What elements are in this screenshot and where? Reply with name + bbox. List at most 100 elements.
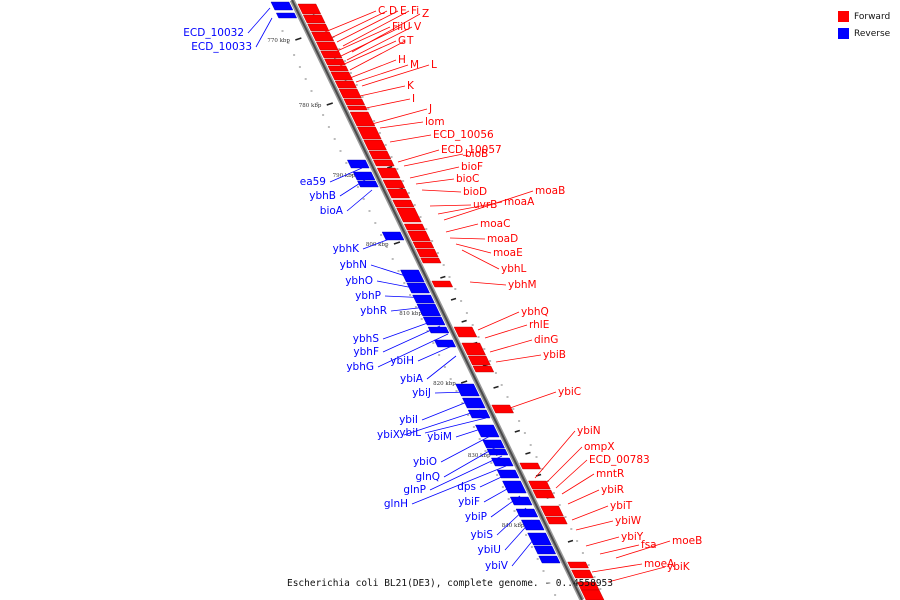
forward-gene-block [297,3,322,15]
axis-mark [386,165,393,169]
reverse-leader [511,533,539,567]
guide-dot [455,390,458,392]
forward-gene-label: moaB [535,185,565,197]
reverse-gene-label: ybhS [353,333,380,345]
guide-dot [339,150,342,152]
guide-dot [426,330,429,332]
reverse-gene-block [434,339,457,348]
tick-label: 800 kbp [366,242,389,248]
reverse-gene-label: ybhB [309,190,336,202]
forward-gene-block [343,98,366,106]
forward-gene-label: moaC [480,218,510,230]
forward-gene-block [519,462,542,470]
forward-gene-label: ybiW [615,515,642,527]
guide-dot [425,228,428,230]
tick-label: 770 kbp [267,38,290,44]
guide-dot [506,396,509,398]
forward-gene-label: L [431,59,437,71]
guide-dot [507,498,510,500]
forward-gene-label: moaA [504,196,535,208]
guide-dot [449,378,452,380]
forward-gene-block [532,489,556,499]
guide-dot [548,582,551,584]
guide-dot [409,294,412,296]
forward-gene-label: ybhQ [521,306,549,318]
forward-leader [469,281,507,286]
guide-dot [431,240,434,242]
guide-dot [467,414,470,416]
forward-gene-block [540,505,564,517]
forward-leader [339,40,397,67]
forward-leader [340,26,402,57]
reverse-gene-block [357,180,379,188]
reverse-leader [362,237,393,250]
guide-dot [554,594,557,596]
guide-dot [432,342,435,344]
axis-mark [450,297,457,301]
reverse-gene-label: bioA [320,205,344,217]
guide-dot [483,348,486,350]
forward-gene-label: Fi [411,5,419,17]
guide-dot [454,288,457,290]
reverse-leader [377,333,449,368]
reverse-gene-label: ybiU [478,544,501,556]
guide-dot [420,318,423,320]
forward-leader [324,10,377,33]
guide-dot [576,540,579,542]
reverse-gene-block [270,1,294,11]
forward-leader [330,10,388,39]
guide-dot [413,204,416,206]
reverse-leader [403,409,481,436]
reverse-leader [339,177,369,197]
guide-dot [523,432,526,434]
reverse-gene-block [515,508,539,518]
forward-gene-label: moaD [487,233,518,245]
guide-dot [599,588,602,590]
forward-gene-block [382,179,406,189]
forward-gene-label: ybiK [667,561,691,573]
guide-dot [501,486,504,488]
reverse-gene-label: ybiA [400,373,424,385]
guide-dot [374,222,377,224]
guide-dot [361,96,364,98]
guide-dot [298,66,301,68]
legend-reverse-label: Reverse [854,28,891,39]
forward-gene-label: ECD_00783 [589,454,650,466]
forward-gene-label: ybiC [558,386,581,398]
reverse-gene-block [482,439,505,449]
forward-leader [389,134,432,143]
forward-gene-block [327,65,349,72]
forward-gene-label: bioC [456,173,479,185]
reverse-leader [504,519,533,551]
reverse-gene-label: ybiI [399,414,418,426]
reverse-gene-label: ECD_10032 [183,27,244,39]
forward-leader [349,59,397,79]
reverse-gene-label: glnH [384,498,408,510]
forward-leader [599,544,640,555]
guide-dot [287,42,290,44]
forward-gene-block [387,188,411,199]
guide-dot [530,546,533,548]
reverse-leader [247,7,271,34]
guide-dot [327,126,330,128]
forward-gene-label: M [410,59,419,71]
guide-dot [390,156,393,158]
reverse-gene-block [412,294,435,304]
tick-label: 820 kbp [433,381,456,387]
guide-dot [402,180,405,182]
forward-gene-label: K [407,80,415,92]
guide-dot [349,72,352,74]
forward-gene-block [567,561,589,569]
forward-gene-block [311,31,335,42]
tick-mark [393,241,401,245]
reverse-gene-label: glnQ [415,471,440,483]
reverse-gene-block [416,303,442,317]
forward-leader [591,563,643,573]
legend-reverse: Reverse [838,25,890,42]
guide-dot [380,234,383,236]
forward-leader [477,311,520,331]
reverse-gene-label: glnP [403,484,426,496]
reverse-leader [382,325,441,353]
genome-axis-core [291,0,583,600]
forward-leader [445,223,479,233]
